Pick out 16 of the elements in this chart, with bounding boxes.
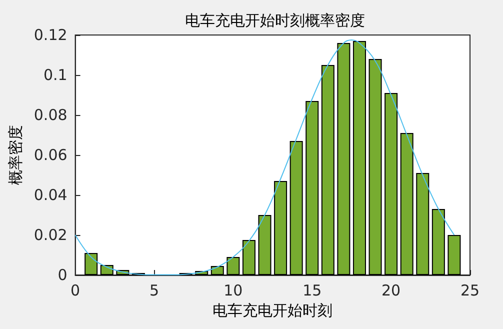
x-axis-title: 电车充电开始时刻 bbox=[212, 301, 333, 320]
x-tick-label: 20 bbox=[382, 282, 401, 300]
x-tick-label: 0 bbox=[70, 282, 80, 300]
y-tick-label: 0.08 bbox=[34, 106, 68, 124]
x-tick-label: 25 bbox=[460, 282, 480, 300]
y-tick-label: 0.04 bbox=[34, 186, 68, 204]
x-tick-label: 15 bbox=[302, 282, 322, 300]
y-tick-label: 0.12 bbox=[34, 26, 68, 44]
y-tick-label: 0 bbox=[58, 266, 68, 284]
x-tick-label: 5 bbox=[149, 282, 160, 300]
y-tick-label: 0.06 bbox=[34, 146, 68, 164]
x-tick-label: 10 bbox=[224, 282, 243, 300]
y-tick-label: 0.02 bbox=[34, 226, 68, 244]
chart-title: 电车充电开始时刻概率密度 bbox=[185, 12, 365, 30]
y-tick-label: 0.1 bbox=[43, 66, 68, 84]
y-axis-title: 概率密度 bbox=[6, 125, 24, 185]
